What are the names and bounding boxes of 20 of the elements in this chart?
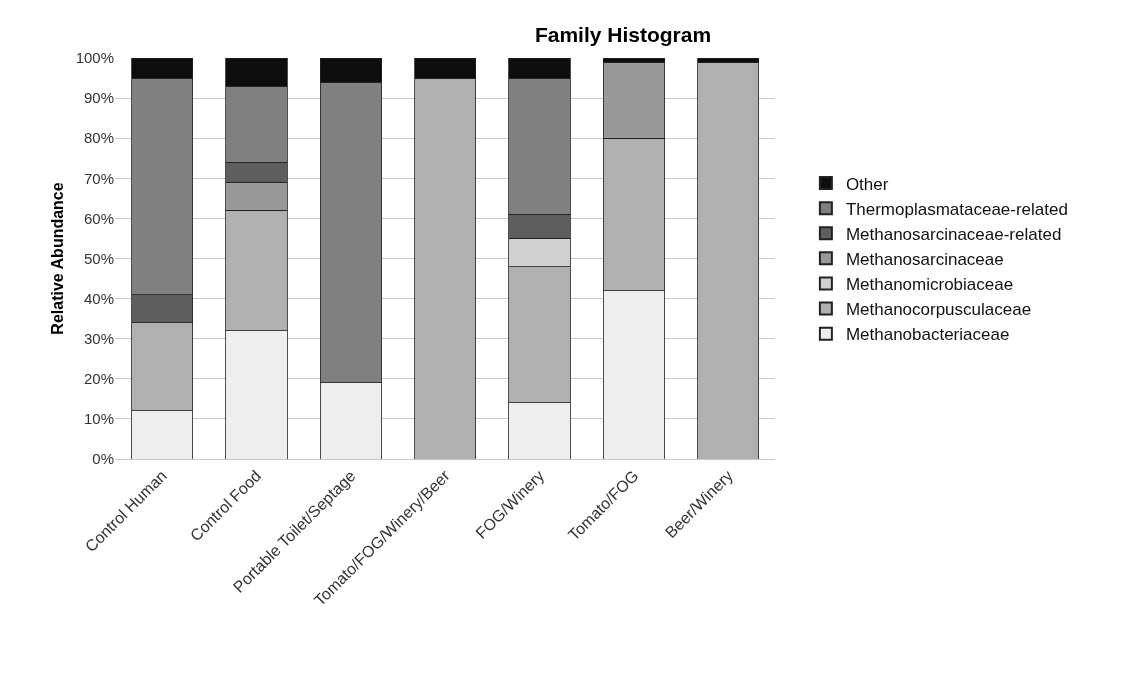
- y-tick-label: 90%: [83, 89, 114, 107]
- legend-label: Methanocorpusculaceae: [845, 300, 1032, 320]
- y-tick-label: 40%: [83, 289, 114, 307]
- y-tick-label: 70%: [83, 169, 114, 187]
- legend-label: Thermoplasmataceae-related: [845, 199, 1068, 219]
- y-tick-label: 20%: [83, 370, 114, 388]
- y-tick-label: 80%: [83, 129, 114, 147]
- y-tick-label: 50%: [83, 249, 114, 267]
- legend-label: Methanosarcinaceae: [845, 249, 1004, 269]
- y-tick-label: 0%: [92, 450, 114, 468]
- legend-label: Methanosarcinaceae-related: [845, 224, 1062, 244]
- legend-label: Methanomicrobiaceae: [845, 275, 1014, 295]
- legend-label: Methanobacteriaceae: [845, 325, 1010, 345]
- y-tick-label: 30%: [83, 329, 114, 347]
- chart-title: Family Histogram: [534, 22, 712, 46]
- y-tick-label: 60%: [83, 209, 114, 227]
- y-tick-label: 100%: [75, 49, 114, 67]
- y-tick-label: 10%: [83, 410, 114, 428]
- legend-label: Other: [845, 174, 889, 194]
- y-axis-title: Relative Abundance: [48, 182, 66, 335]
